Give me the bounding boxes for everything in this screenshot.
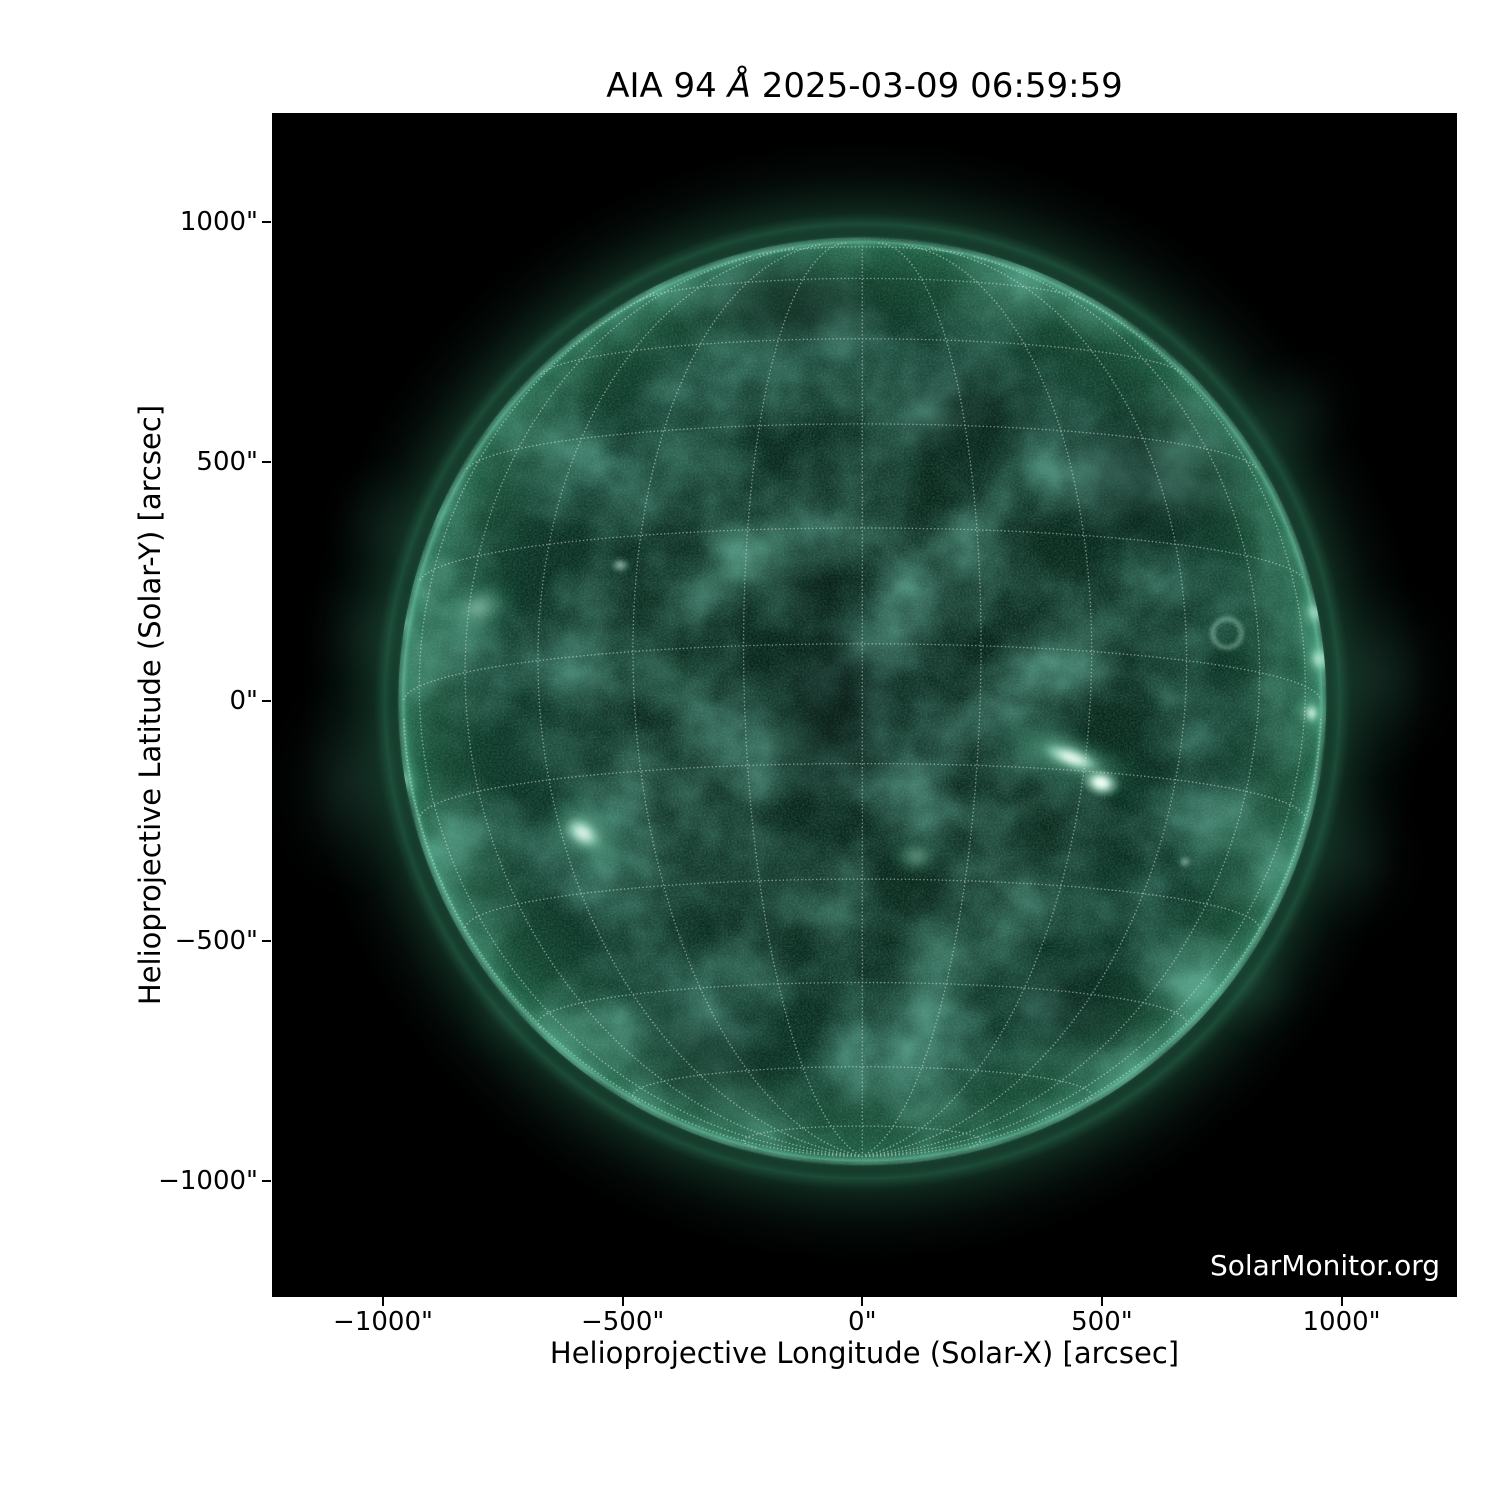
dark-nw	[1041, 391, 1263, 555]
x-tick-label: −1000"	[333, 1307, 433, 1337]
y-tick-label: −1000"	[158, 1165, 258, 1196]
x-tick-mark	[621, 1297, 624, 1306]
watermark-solarmonitor: SolarMonitor.org	[1210, 1249, 1440, 1282]
x-axis-label: Helioprojective Longitude (Solar-X) [arc…	[549, 1336, 1180, 1370]
cloud-s1	[891, 909, 1053, 1017]
x-tick-mark	[861, 1297, 864, 1306]
y-tick-mark	[262, 221, 271, 223]
y-tick-label: 0"	[229, 686, 258, 717]
x-tick-mark	[1340, 1297, 1343, 1306]
figure-title: AIA 94 Å 2025-03-09 06:59:59	[272, 66, 1457, 106]
dark-n2	[890, 363, 1054, 465]
ar-ray-2	[1100, 782, 1288, 871]
title-datetime: 2025-03-09 06:59:59	[750, 66, 1123, 106]
cloud-ne	[690, 516, 814, 611]
nw-limb-glow	[1228, 351, 1360, 477]
ar-ray-1	[1100, 781, 1322, 831]
y-tick-label: −500"	[174, 925, 258, 956]
y-tick-label: 500"	[196, 446, 258, 477]
y-tick-mark	[262, 460, 271, 463]
y-tick-mark	[262, 700, 271, 703]
title-instrument: AIA 94	[606, 66, 728, 106]
cloud-center	[746, 699, 838, 767]
x-tick-mark	[1100, 1297, 1103, 1306]
w-limb-outglow	[1310, 576, 1455, 774]
x-tick-mark	[382, 1297, 384, 1306]
x-tick-label: −500"	[580, 1307, 665, 1337]
x-tick-label: 0"	[848, 1307, 877, 1337]
sw-limb-glow	[1216, 943, 1304, 1035]
x-tick-label: 1000"	[1302, 1307, 1381, 1337]
ar-main-band-core	[1043, 743, 1101, 773]
w-limb-glow-lower	[1296, 782, 1416, 937]
cloud-n1	[632, 401, 772, 505]
ar-small-s	[887, 834, 947, 880]
ar-ray-4	[1100, 782, 1181, 897]
x-tick-label: 500"	[1071, 1307, 1133, 1337]
cloud-e	[608, 627, 716, 719]
ar-ring-w	[1211, 617, 1243, 650]
ar-ray-6	[965, 759, 1084, 781]
heliographic-grid	[403, 241, 1322, 1158]
title-angstrom-symbol: Å	[727, 66, 751, 106]
ar-ray-3	[1100, 782, 1230, 891]
se-limb-glow	[465, 967, 560, 1058]
e-limb-outglow	[275, 672, 419, 898]
ar-inner-ne	[435, 572, 523, 644]
dark-s	[622, 1009, 801, 1118]
limb-glows	[275, 234, 1455, 1168]
cloud-sw	[1031, 857, 1153, 949]
solar-image: SolarMonitor.org	[272, 113, 1457, 1297]
y-tick-mark	[262, 939, 271, 942]
cloud-e2	[478, 691, 614, 798]
bright-point-ne	[610, 557, 630, 573]
ar-se-inner-core	[564, 817, 601, 849]
cloud-s-limb	[799, 1079, 925, 1148]
y-tick-mark	[262, 1179, 271, 1182]
ar-ray-5	[960, 772, 1088, 842]
y-tick-label: 1000"	[179, 207, 258, 237]
e-limb-outglow-upper	[308, 555, 419, 714]
